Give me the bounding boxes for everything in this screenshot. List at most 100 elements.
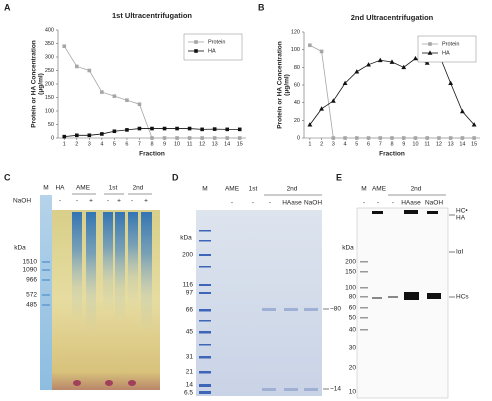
unit-label: kDa: [342, 245, 354, 252]
marker-label: 66: [186, 307, 194, 314]
gel-smear: [72, 212, 82, 322]
sign: +: [117, 198, 121, 205]
marker-label: 80: [349, 294, 357, 301]
unit-label: kDa: [180, 235, 192, 242]
lane-label: 2nd: [133, 185, 144, 192]
lane-label: HA: [55, 185, 65, 192]
chart-title: 1st Ultracentrifugation: [112, 11, 192, 20]
marker: [472, 136, 476, 140]
y-tick-label: 100: [45, 108, 54, 114]
x-tick-label: 5: [355, 141, 358, 147]
marker: [366, 136, 371, 140]
marker: [200, 136, 204, 140]
x-tick-label: 7: [138, 141, 141, 147]
marker: [427, 50, 433, 55]
gel-band: [73, 380, 81, 386]
y-axis-label: Protein or HA Concentration: [31, 40, 38, 128]
marker-label: 100: [345, 285, 356, 292]
x-tick-label: 11: [424, 141, 430, 147]
lane-label: AME: [372, 186, 387, 193]
marker: [437, 136, 441, 140]
marker-label: 60: [349, 305, 357, 312]
gel-band: [128, 380, 136, 386]
ladder-bands: [360, 261, 368, 331]
band-label: ~80: [330, 306, 341, 313]
marker-bands: [42, 261, 50, 306]
band-label: HA: [456, 215, 466, 222]
marker: [331, 136, 336, 140]
y-tick-label: 0: [297, 135, 300, 141]
x-tick-label: 9: [163, 141, 166, 147]
sign: HAase: [401, 200, 421, 207]
x-tick-label: 6: [367, 141, 370, 147]
marker: [354, 69, 360, 74]
marker: [401, 64, 407, 70]
marker: [187, 136, 192, 140]
marker: [319, 106, 324, 111]
marker-label: 10: [349, 389, 357, 396]
lane-label: M: [361, 186, 366, 193]
marker-label: 966: [26, 277, 37, 284]
sign: -: [131, 198, 133, 205]
sign: +: [144, 198, 148, 205]
marker: [175, 126, 179, 131]
x-tick-label: 4: [100, 141, 103, 147]
y-tick-label: 80: [294, 65, 300, 71]
y-tick-label: 250: [45, 68, 54, 74]
marker: [330, 98, 336, 103]
gel-bands: [372, 296, 398, 299]
marker: [401, 136, 406, 140]
marker: [237, 127, 242, 132]
panel-label: A: [4, 2, 11, 12]
marker: [212, 127, 217, 131]
marker: [125, 98, 129, 102]
sign: -: [377, 200, 379, 207]
sign: -: [59, 198, 61, 205]
marker: [194, 40, 198, 44]
x-tick-label: 7: [379, 141, 382, 147]
marker-label: 30: [349, 345, 357, 352]
chart-title: 2nd Ultracentrifugation: [351, 13, 434, 22]
marker: [448, 136, 453, 140]
y-axis-label: (μg/ml): [284, 74, 291, 96]
legend-box: [183, 33, 243, 61]
series-line: [309, 53, 475, 126]
marker-label: 31: [186, 354, 194, 361]
marker: [100, 90, 104, 94]
marker: [390, 136, 394, 140]
y-tick-label: 300: [45, 54, 54, 60]
sign: -: [76, 198, 78, 205]
lane-label: 1st: [249, 186, 258, 193]
marker-label: 14: [186, 382, 194, 389]
marker: [87, 133, 92, 138]
x-tick-label: 12: [436, 141, 442, 147]
marker-label: 116: [183, 282, 194, 289]
marker-label: 21: [186, 369, 194, 376]
legend-box: [417, 35, 477, 63]
marker: [162, 136, 167, 140]
marker: [112, 129, 117, 134]
lane-label: M: [43, 185, 48, 192]
y-axis-label: (μg/ml): [38, 73, 45, 95]
gel-image: [356, 207, 449, 399]
marker: [225, 127, 229, 132]
band-label: HC•: [456, 208, 468, 215]
marker: [448, 80, 454, 86]
marker: [112, 94, 117, 98]
gel-smear: [86, 212, 96, 332]
lane-label: M: [202, 186, 207, 193]
gel-smear: [141, 212, 152, 332]
gel-smear: [128, 212, 138, 307]
x-tick-label: 6: [125, 141, 128, 147]
sign: HAase: [282, 200, 302, 207]
band-label: IαI: [456, 249, 464, 256]
gel-bands: [372, 210, 441, 300]
marker: [428, 42, 432, 46]
x-tick-label: 2: [75, 141, 78, 147]
marker: [424, 60, 430, 65]
x-tick-label: 1: [63, 141, 66, 147]
x-tick-label: 13: [448, 141, 454, 147]
y-tick-label: 150: [45, 95, 54, 101]
band-label: HCs: [456, 294, 469, 301]
x-tick-label: 15: [471, 141, 477, 147]
